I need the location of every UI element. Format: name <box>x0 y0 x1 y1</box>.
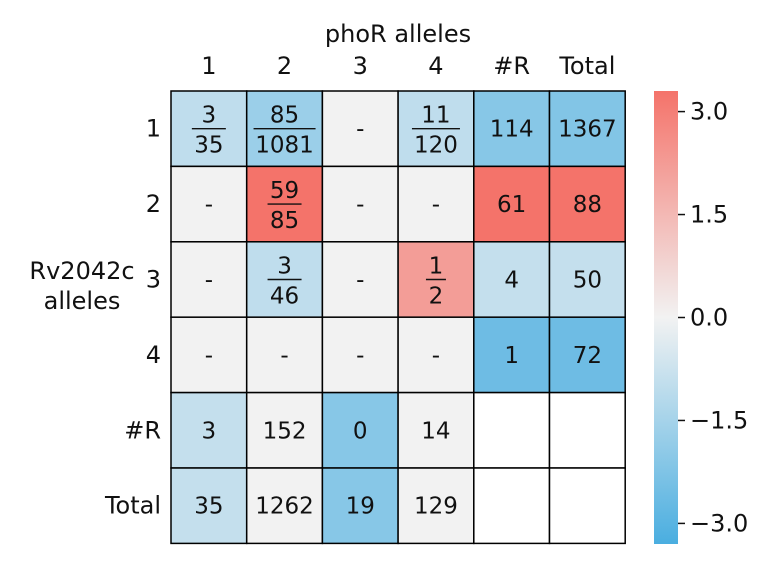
heatmap-cell <box>321 316 399 394</box>
heatmap-cell <box>473 391 551 469</box>
cell-label-numerator: 85 <box>270 103 299 129</box>
heatmap-cell <box>245 467 324 545</box>
y-tick-label: Total <box>104 492 161 520</box>
heatmap-cell <box>548 467 626 545</box>
y-tick-label: 2 <box>146 190 161 218</box>
x-tick-label: Total <box>558 52 615 80</box>
y-axis-label-line2: alleles <box>44 287 121 315</box>
x-tick-label: #R <box>493 52 530 80</box>
cell-label: - <box>205 343 213 369</box>
heatmap-cell <box>397 165 475 243</box>
cell-label: 61 <box>497 192 526 218</box>
cell-label: - <box>205 192 213 218</box>
cell-label-denominator: 35 <box>194 133 223 159</box>
colorbar-tick-label: −3.0 <box>690 509 748 537</box>
cell-label: 1367 <box>558 117 617 143</box>
cell-label: 14 <box>421 418 450 444</box>
heatmap-cell <box>397 467 475 545</box>
cell-label: 1 <box>504 343 519 369</box>
cell-label-denominator: 120 <box>414 133 458 159</box>
heatmap-cell <box>170 467 248 545</box>
heatmap-cell <box>321 391 399 469</box>
y-tick-label: 1 <box>146 115 161 143</box>
heatmap-cell <box>548 316 626 394</box>
colorbar-gradient <box>654 91 678 544</box>
y-tick-labels: 1 2 3 4 #R Total <box>104 115 161 520</box>
cell-label-numerator: 3 <box>202 103 217 129</box>
cell-label-denominator: 46 <box>270 284 299 310</box>
cell-label: - <box>205 268 213 294</box>
heatmap-cell <box>245 391 324 469</box>
cell-label: 19 <box>346 494 375 520</box>
heatmap-cell <box>548 241 626 318</box>
y-tick-label: 3 <box>146 266 161 294</box>
heatmap-cell <box>321 165 399 243</box>
cell-label-numerator: 59 <box>270 178 299 204</box>
cell-label-numerator: 11 <box>421 103 450 129</box>
cell-label: - <box>432 192 440 218</box>
cell-label: - <box>356 192 364 218</box>
heatmap-cell <box>321 467 399 545</box>
heatmap-cell <box>473 316 551 394</box>
x-tick-label: 1 <box>201 52 216 80</box>
heatmap-cell <box>473 467 551 545</box>
cell-label: 50 <box>573 268 602 294</box>
heatmap-cell <box>548 165 626 243</box>
y-tick-label: #R <box>124 416 161 444</box>
cell-label: - <box>356 268 364 294</box>
cell-label: 0 <box>353 418 368 444</box>
colorbar-tick-label: 0.0 <box>690 304 728 332</box>
x-tick-label: 4 <box>428 52 443 80</box>
cell-label: 72 <box>573 343 602 369</box>
cell-label: 129 <box>414 494 458 520</box>
cell-label: - <box>356 343 364 369</box>
colorbar-tick-label: 3.0 <box>690 98 728 126</box>
colorbar-tick-label: 1.5 <box>690 201 728 229</box>
cell-label-denominator: 85 <box>270 208 299 234</box>
y-tick-label: 4 <box>146 341 161 369</box>
heatmap-cell <box>473 165 551 243</box>
cell-label: 114 <box>490 117 534 143</box>
cell-label: 3 <box>202 418 217 444</box>
colorbar: 3.0 1.5 0.0 −1.5 −3.0 <box>654 91 748 544</box>
y-axis-label-line1: Rv2042c <box>29 257 134 285</box>
heatmap-cell <box>397 391 475 469</box>
heatmap-cell <box>321 241 399 318</box>
cell-label-denominator: 2 <box>429 284 444 310</box>
cell-label: 4 <box>504 268 519 294</box>
cell-label: 35 <box>194 494 223 520</box>
heatmap-cell <box>548 391 626 469</box>
x-tick-labels: 1 2 3 4 #R Total <box>201 52 615 80</box>
cell-label: 1262 <box>255 494 314 520</box>
cell-label: 152 <box>263 418 307 444</box>
colorbar-tick-label: −1.5 <box>690 406 748 434</box>
cell-label-numerator: 3 <box>277 254 292 280</box>
heatmap-cell <box>321 90 399 168</box>
x-tick-label: 3 <box>353 52 368 80</box>
cell-label: - <box>356 117 364 143</box>
cell-label: 88 <box>573 192 602 218</box>
cell-label: - <box>432 343 440 369</box>
cell-label-denominator: 1081 <box>255 133 314 159</box>
chart-title: phoR alleles <box>325 20 471 48</box>
cell-label-numerator: 1 <box>429 254 444 280</box>
heatmap-cell <box>473 241 551 318</box>
x-tick-label: 2 <box>277 52 292 80</box>
cell-label: - <box>280 343 288 369</box>
